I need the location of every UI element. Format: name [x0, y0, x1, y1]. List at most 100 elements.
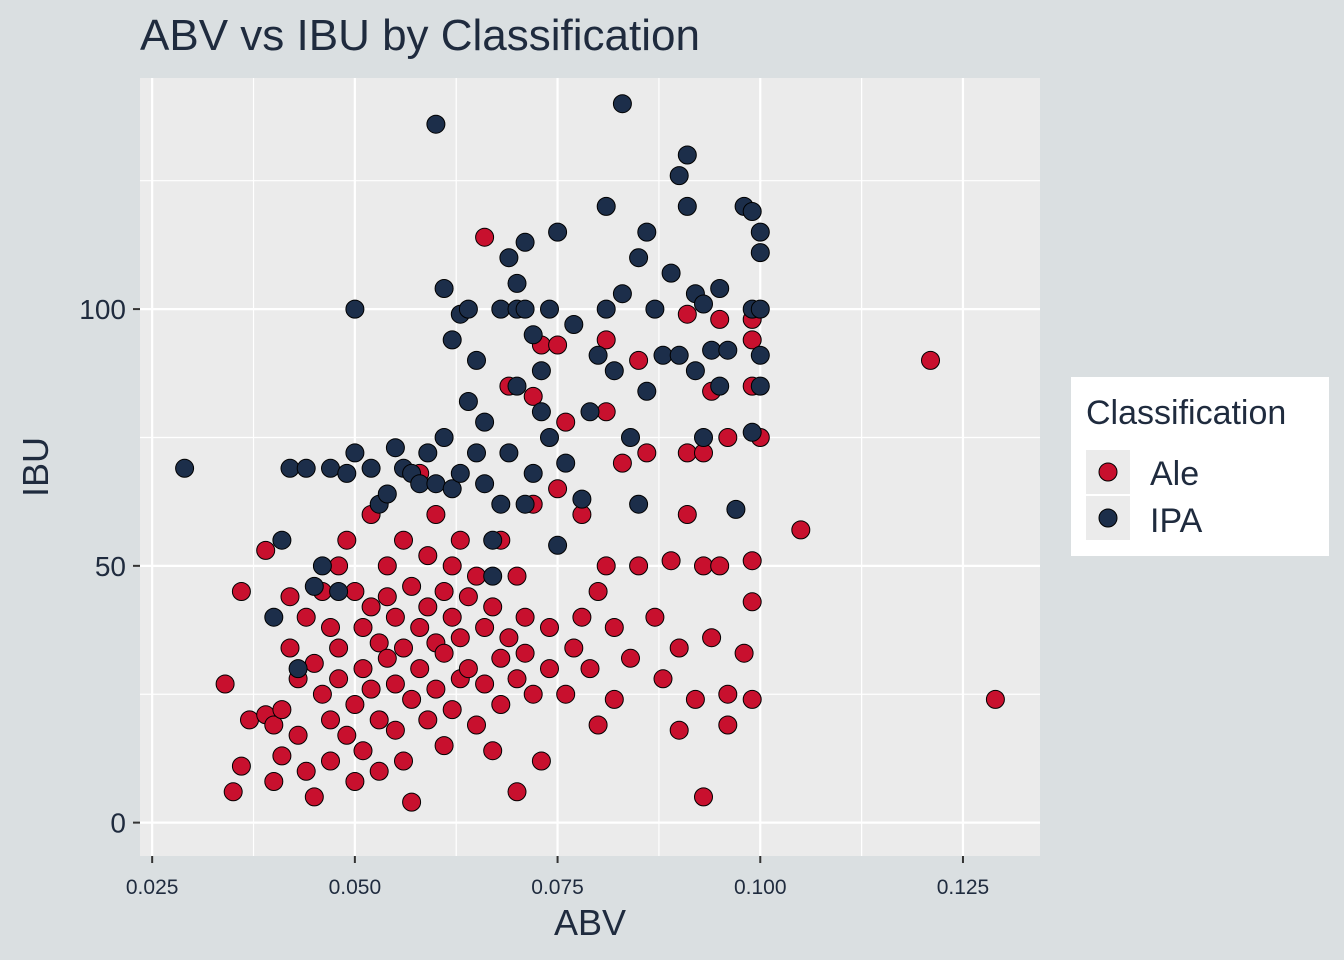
data-point-ale: [369, 710, 389, 730]
data-point-ipa: [629, 494, 649, 514]
data-point-ipa: [385, 438, 405, 458]
data-point-ipa: [548, 222, 568, 242]
data-point-ale: [329, 556, 349, 576]
data-point-ale: [507, 782, 527, 802]
data-point-ale: [231, 756, 251, 776]
data-point-ale: [596, 556, 616, 576]
data-point-ipa: [612, 94, 632, 114]
data-point-ale: [791, 520, 811, 540]
data-point-ipa: [272, 530, 292, 550]
data-point-ale: [694, 787, 713, 807]
data-point-ipa: [507, 273, 527, 293]
data-point-ale: [612, 453, 632, 473]
y-tick-label: 100: [79, 294, 126, 325]
data-point-ipa: [264, 607, 284, 627]
data-point-ale: [499, 628, 519, 648]
data-point-ale: [653, 669, 673, 689]
data-point-ale: [742, 330, 762, 350]
data-point-ale: [604, 689, 624, 709]
chart-title: ABV vs IBU by Classification: [140, 11, 700, 60]
data-point-ipa: [475, 412, 495, 432]
data-point-ipa: [694, 294, 713, 314]
data-point-ale: [394, 530, 413, 550]
data-point-ale: [312, 684, 332, 704]
data-point-ipa: [418, 443, 438, 463]
data-point-ipa: [442, 479, 462, 499]
data-point-ale: [337, 530, 357, 550]
data-point-ipa: [345, 443, 365, 463]
data-point-ale: [345, 772, 365, 791]
data-point-ale: [677, 443, 697, 463]
x-tick-label: 0.025: [126, 876, 179, 899]
data-point-ale: [629, 350, 649, 370]
data-point-ipa: [450, 463, 470, 483]
data-point-ipa: [750, 299, 770, 319]
data-point-ale: [304, 787, 324, 807]
data-point-ale: [231, 582, 251, 601]
data-point-ale: [361, 597, 381, 617]
legend: Classification Ale IPA: [1071, 377, 1329, 556]
data-point-ale: [596, 402, 616, 422]
data-point-ipa: [750, 345, 770, 365]
data-point-ale: [329, 669, 349, 689]
data-point-ale: [418, 546, 438, 566]
data-point-ale: [677, 505, 697, 524]
data-point-ipa: [321, 458, 340, 478]
data-point-ale: [434, 736, 454, 756]
data-point-ale: [296, 761, 316, 781]
data-point-ipa: [677, 196, 697, 216]
data-point-ale: [596, 330, 616, 350]
data-point-ale: [467, 715, 486, 735]
data-point-ale: [661, 551, 681, 571]
data-point-ipa: [175, 458, 195, 478]
data-point-ale: [426, 679, 446, 699]
data-point-ipa: [750, 243, 770, 263]
data-point-ale: [710, 556, 730, 576]
data-point-ipa: [588, 345, 608, 365]
data-point-ipa: [507, 376, 527, 396]
data-point-ale: [280, 587, 300, 607]
data-point-ipa: [491, 494, 511, 514]
data-point-ale: [280, 638, 300, 658]
data-point-ale: [418, 597, 438, 617]
data-point-ale: [215, 674, 235, 694]
data-point-ale: [734, 643, 754, 663]
data-point-ipa: [312, 556, 332, 576]
data-point-ale: [434, 582, 454, 601]
data-point-ale: [256, 540, 276, 560]
data-point-ale: [458, 659, 478, 679]
data-point-ipa: [483, 566, 503, 586]
data-point-ipa: [515, 299, 535, 319]
data-point-ale: [377, 587, 397, 607]
data-point-ipa: [629, 248, 649, 268]
data-point-ipa: [572, 489, 592, 509]
y-tick-label: 0: [110, 808, 126, 839]
data-point-ale: [694, 556, 713, 576]
data-point-ipa: [531, 402, 551, 422]
axes: 0.025 0.050 0.075 0.100 0.125 0 50 100: [79, 294, 989, 899]
data-point-ale: [491, 695, 511, 714]
data-point-ipa: [531, 361, 551, 381]
data-point-ipa: [596, 196, 616, 216]
data-point-ipa: [434, 428, 454, 447]
data-point-ale: [361, 679, 381, 699]
data-point-ipa: [345, 299, 365, 319]
data-point-ale: [442, 700, 462, 720]
x-tick-label: 0.125: [937, 876, 990, 899]
data-point-ipa: [669, 166, 689, 186]
data-point-ipa: [669, 345, 689, 365]
data-point-ipa: [540, 428, 559, 447]
data-point-ale: [450, 628, 470, 648]
data-point-ale: [321, 710, 340, 730]
data-point-ipa: [304, 576, 324, 596]
x-axis-title: ABV: [554, 902, 626, 943]
plot-panel: [140, 78, 1040, 856]
data-point-ale: [483, 741, 503, 761]
data-point-ipa: [426, 114, 446, 134]
data-point-ale: [410, 618, 430, 637]
data-point-ale: [515, 643, 535, 663]
data-point-ale: [564, 638, 584, 658]
data-point-ipa: [637, 222, 657, 242]
data-point-ipa: [718, 340, 738, 360]
data-point-ipa: [710, 376, 730, 396]
